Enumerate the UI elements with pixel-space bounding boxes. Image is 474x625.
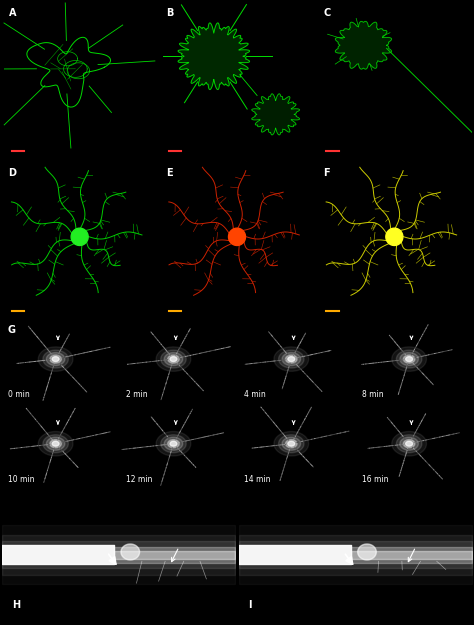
Text: 14 min: 14 min — [244, 474, 270, 484]
Polygon shape — [121, 544, 139, 560]
Polygon shape — [43, 435, 68, 452]
Polygon shape — [403, 439, 415, 448]
Polygon shape — [396, 350, 422, 368]
Polygon shape — [164, 352, 182, 366]
Polygon shape — [279, 350, 304, 368]
Polygon shape — [164, 438, 182, 450]
Polygon shape — [43, 350, 68, 368]
Text: 8 min: 8 min — [362, 390, 383, 399]
Polygon shape — [279, 435, 304, 452]
Polygon shape — [335, 21, 392, 69]
Polygon shape — [285, 439, 297, 448]
Polygon shape — [156, 347, 191, 371]
Polygon shape — [400, 352, 419, 366]
Text: B: B — [166, 8, 173, 18]
Text: D: D — [9, 168, 17, 177]
Text: H: H — [12, 601, 20, 611]
Polygon shape — [274, 431, 309, 456]
Polygon shape — [396, 435, 422, 452]
Polygon shape — [252, 94, 300, 135]
Polygon shape — [170, 357, 177, 361]
Polygon shape — [288, 441, 295, 446]
Polygon shape — [161, 435, 186, 452]
Polygon shape — [168, 355, 179, 363]
Polygon shape — [228, 228, 246, 246]
Text: E: E — [166, 168, 173, 177]
Polygon shape — [403, 355, 415, 363]
Text: 16 min: 16 min — [362, 474, 388, 484]
Text: 4 min: 4 min — [244, 390, 265, 399]
Text: 2 min: 2 min — [126, 390, 147, 399]
Polygon shape — [38, 431, 73, 456]
Polygon shape — [400, 438, 419, 450]
Polygon shape — [406, 441, 412, 446]
Polygon shape — [178, 23, 250, 89]
Polygon shape — [52, 441, 59, 446]
Polygon shape — [358, 544, 376, 560]
Polygon shape — [392, 347, 427, 371]
Polygon shape — [170, 441, 177, 446]
Text: I: I — [248, 601, 252, 611]
Polygon shape — [50, 355, 62, 363]
Polygon shape — [161, 350, 186, 368]
Polygon shape — [392, 431, 427, 456]
Text: G: G — [7, 325, 15, 335]
Polygon shape — [46, 352, 65, 366]
Polygon shape — [50, 439, 62, 448]
Text: F: F — [323, 168, 330, 177]
Polygon shape — [46, 438, 65, 450]
Polygon shape — [71, 228, 88, 246]
Polygon shape — [168, 439, 179, 448]
Polygon shape — [52, 357, 59, 361]
Polygon shape — [406, 357, 412, 361]
Text: 10 min: 10 min — [8, 474, 35, 484]
Polygon shape — [282, 352, 301, 366]
Polygon shape — [38, 347, 73, 371]
Polygon shape — [288, 357, 295, 361]
Polygon shape — [285, 355, 297, 363]
Text: A: A — [9, 8, 16, 18]
Polygon shape — [274, 347, 309, 371]
Polygon shape — [386, 228, 403, 246]
Text: 0 min: 0 min — [8, 390, 30, 399]
Polygon shape — [156, 431, 191, 456]
Text: 12 min: 12 min — [126, 474, 152, 484]
Text: C: C — [323, 8, 330, 18]
Polygon shape — [282, 438, 301, 450]
